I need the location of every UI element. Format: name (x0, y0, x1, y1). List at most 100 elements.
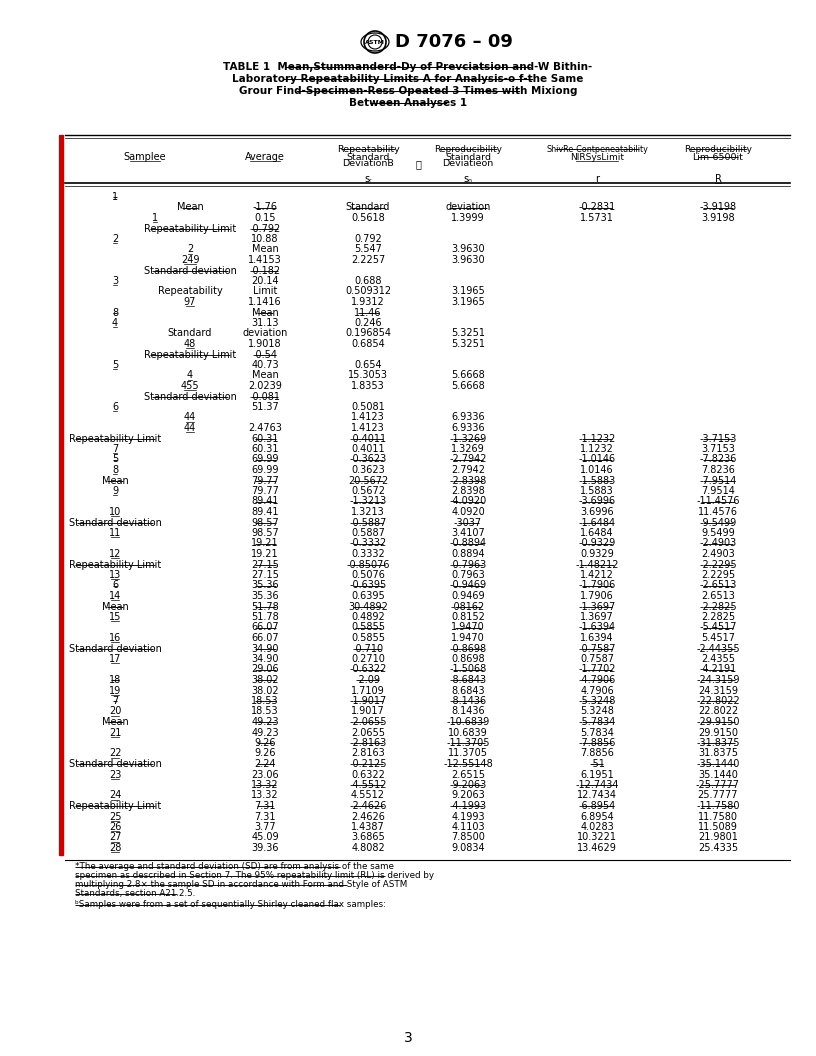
Text: Mean: Mean (251, 371, 278, 380)
Text: 31.8375: 31.8375 (698, 749, 738, 758)
Text: -11.4576: -11.4576 (696, 496, 740, 507)
Text: 1.1416: 1.1416 (248, 297, 282, 307)
Text: 22: 22 (109, 749, 122, 758)
Text: 18.53: 18.53 (251, 696, 279, 706)
Text: -0.9469: -0.9469 (450, 581, 486, 590)
Text: -2.8398: -2.8398 (450, 475, 486, 486)
Text: -1.5068: -1.5068 (450, 664, 486, 675)
Text: 4.0920: 4.0920 (451, 507, 485, 517)
Text: -51: -51 (589, 759, 605, 769)
Text: -1.7906: -1.7906 (579, 581, 615, 590)
Text: -0.8698: -0.8698 (450, 643, 486, 654)
Text: 49.23: 49.23 (251, 717, 279, 727)
Text: 2.2257: 2.2257 (351, 254, 385, 265)
Text: 1.9018: 1.9018 (248, 339, 282, 348)
Text: -1.3697: -1.3697 (579, 602, 615, 611)
Text: 1: 1 (152, 213, 158, 223)
Text: -0.6322: -0.6322 (349, 664, 387, 675)
Text: 34.90: 34.90 (251, 654, 279, 664)
Text: -6.8954: -6.8954 (579, 802, 615, 811)
Text: 0.5618: 0.5618 (351, 213, 385, 223)
Text: 44: 44 (184, 423, 196, 433)
Text: 1.3697: 1.3697 (580, 612, 614, 622)
Text: 9.26: 9.26 (255, 749, 276, 758)
Text: -0.3623: -0.3623 (349, 454, 387, 465)
Text: 8.6843: 8.6843 (451, 685, 485, 696)
Text: Standard deviation: Standard deviation (69, 517, 162, 528)
Text: 27.15: 27.15 (251, 570, 279, 580)
Text: 15: 15 (109, 612, 122, 622)
Text: 89.41: 89.41 (251, 507, 279, 517)
Text: 2.4626: 2.4626 (351, 811, 385, 822)
Text: 19.21: 19.21 (251, 549, 279, 559)
Text: Reproducibility: Reproducibility (434, 145, 502, 153)
Text: 34.90: 34.90 (251, 643, 279, 654)
Text: 5: 5 (112, 360, 118, 370)
Text: -0.081: -0.081 (250, 392, 281, 401)
Text: 45.09: 45.09 (251, 832, 279, 843)
Text: 1.6484: 1.6484 (580, 528, 614, 538)
Text: -0.85076: -0.85076 (346, 560, 390, 569)
Text: 5.6668: 5.6668 (451, 371, 485, 380)
Text: Average: Average (245, 152, 285, 162)
Text: -7.9514: -7.9514 (699, 475, 737, 486)
Text: 5.3251: 5.3251 (451, 328, 485, 339)
Text: Lim-6500it: Lim-6500it (693, 152, 743, 162)
Text: Repeatability Limit: Repeatability Limit (69, 434, 161, 444)
Text: -0.4011: -0.4011 (349, 434, 387, 444)
Text: 40.73: 40.73 (251, 360, 279, 370)
Bar (59, 135, 63, 855)
Text: 12: 12 (109, 549, 122, 559)
Text: 7.8856: 7.8856 (580, 749, 614, 758)
Text: -2.44355: -2.44355 (696, 643, 740, 654)
Text: -0.54: -0.54 (252, 350, 277, 359)
Text: 0.6854: 0.6854 (351, 339, 385, 348)
Text: 0.7587: 0.7587 (580, 654, 614, 664)
Text: -2.8163: -2.8163 (349, 738, 387, 748)
Text: -1.76: -1.76 (252, 203, 277, 212)
Text: -4.0920: -4.0920 (450, 496, 486, 507)
Text: ᶋ: ᶋ (415, 159, 421, 169)
Text: 6: 6 (112, 402, 118, 412)
Text: -4.1993: -4.1993 (450, 802, 486, 811)
Text: 7: 7 (112, 696, 118, 706)
Text: 0.9329: 0.9329 (580, 549, 614, 559)
Text: 12.7434: 12.7434 (577, 791, 617, 800)
Text: 1.9312: 1.9312 (351, 297, 385, 307)
Text: -31.8375: -31.8375 (696, 738, 740, 748)
Text: Samplee: Samplee (124, 152, 166, 162)
Text: 25.4335: 25.4335 (698, 843, 738, 853)
Text: Grour Find-Specimen-Ress Opeated 3 Times with Mixiong: Grour Find-Specimen-Ress Opeated 3 Times… (239, 86, 577, 96)
Text: Mean: Mean (176, 203, 203, 212)
Text: 17: 17 (109, 654, 122, 664)
Text: -0.792: -0.792 (250, 224, 281, 233)
Text: 455: 455 (180, 381, 199, 391)
Text: -1.9017: -1.9017 (349, 696, 387, 706)
Text: -0.3332: -0.3332 (349, 539, 387, 548)
Text: 0.4011: 0.4011 (351, 444, 385, 454)
Text: -2.6513: -2.6513 (699, 581, 737, 590)
Text: Mean: Mean (102, 475, 128, 486)
Text: 20: 20 (109, 706, 122, 717)
Text: 79.77: 79.77 (251, 475, 279, 486)
Text: -12.7434: -12.7434 (575, 780, 619, 790)
Text: 7.31: 7.31 (255, 802, 276, 811)
Text: NIRSysLimit: NIRSysLimit (570, 152, 624, 162)
Text: -1.7702: -1.7702 (579, 664, 616, 675)
Text: -0.5887: -0.5887 (349, 517, 387, 528)
Text: -35.1440: -35.1440 (696, 759, 739, 769)
Text: -9.5499: -9.5499 (699, 517, 737, 528)
Text: -12.55148: -12.55148 (443, 759, 493, 769)
Text: 3.9630: 3.9630 (451, 254, 485, 265)
Text: 2: 2 (112, 234, 118, 244)
Text: 10: 10 (109, 507, 121, 517)
Text: Repeatability Limit: Repeatability Limit (69, 802, 161, 811)
Text: Standard: Standard (346, 203, 390, 212)
Text: 9.5499: 9.5499 (701, 528, 735, 538)
Text: 69.99: 69.99 (251, 465, 279, 475)
Text: -1.5883: -1.5883 (579, 475, 615, 486)
Text: 0.5887: 0.5887 (351, 528, 385, 538)
Text: 5.7834: 5.7834 (580, 728, 614, 737)
Text: 0.246: 0.246 (354, 318, 382, 328)
Text: Between Analyses 1: Between Analyses 1 (349, 98, 467, 108)
